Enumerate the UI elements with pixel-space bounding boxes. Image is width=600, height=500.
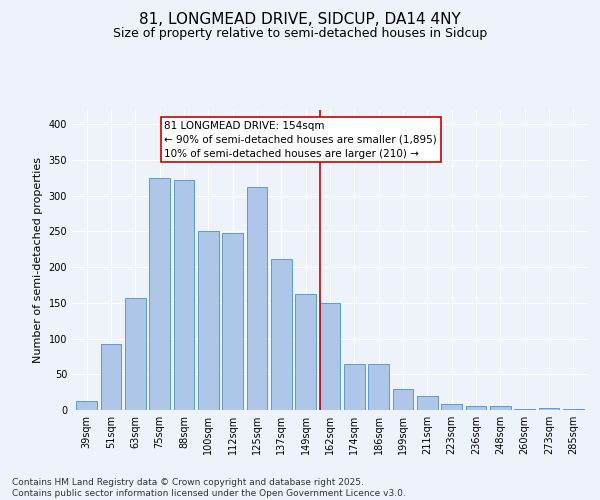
Bar: [149, 178, 170, 410]
Text: 81, LONGMEAD DRIVE, SIDCUP, DA14 4NY: 81, LONGMEAD DRIVE, SIDCUP, DA14 4NY: [139, 12, 461, 28]
Text: Size of property relative to semi-detached houses in Sidcup: Size of property relative to semi-detach…: [113, 28, 487, 40]
Bar: [563, 408, 584, 410]
Bar: [392, 388, 413, 410]
Y-axis label: Number of semi-detached properties: Number of semi-detached properties: [33, 157, 43, 363]
Bar: [368, 364, 389, 410]
Bar: [247, 187, 268, 410]
Bar: [173, 180, 194, 410]
Bar: [417, 396, 438, 410]
Bar: [271, 258, 292, 410]
Text: 81 LONGMEAD DRIVE: 154sqm
← 90% of semi-detached houses are smaller (1,895)
10% : 81 LONGMEAD DRIVE: 154sqm ← 90% of semi-…: [164, 120, 437, 158]
Bar: [514, 408, 535, 410]
Bar: [320, 303, 340, 410]
Bar: [466, 406, 487, 410]
Bar: [442, 404, 462, 410]
Bar: [198, 232, 218, 410]
Bar: [101, 344, 121, 410]
Bar: [76, 400, 97, 410]
Bar: [295, 294, 316, 410]
Text: Contains HM Land Registry data © Crown copyright and database right 2025.
Contai: Contains HM Land Registry data © Crown c…: [12, 478, 406, 498]
Bar: [222, 233, 243, 410]
Bar: [539, 408, 559, 410]
Bar: [490, 406, 511, 410]
Bar: [344, 364, 365, 410]
Bar: [125, 298, 146, 410]
